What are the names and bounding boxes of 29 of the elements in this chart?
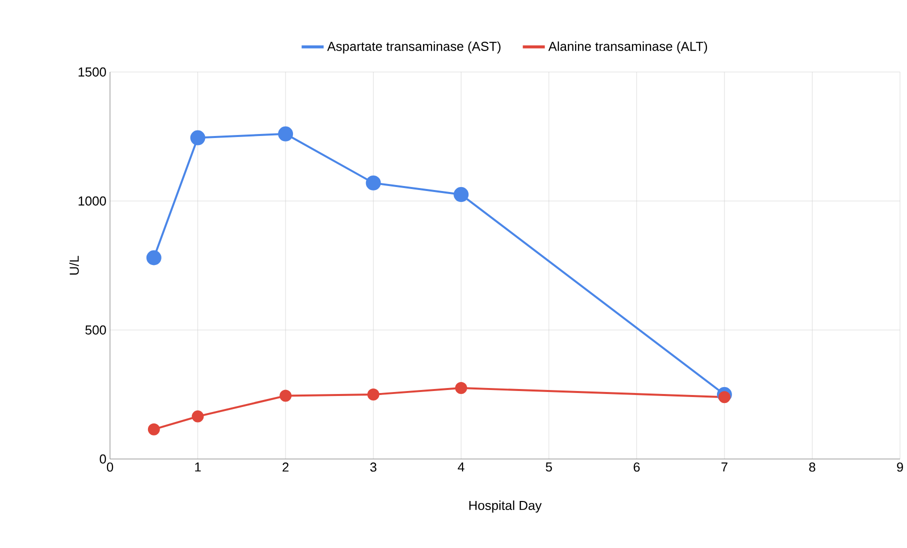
point [146, 250, 162, 266]
point [192, 410, 204, 422]
point [280, 390, 292, 402]
point [278, 126, 294, 142]
point [454, 187, 469, 202]
y-tick-label: 1500 [78, 67, 106, 77]
point [366, 175, 381, 190]
x-tick-label: 1 [195, 462, 201, 472]
y-tick-label: 0 [100, 454, 106, 464]
point [455, 382, 468, 394]
y-tick-label: 1000 [78, 196, 106, 206]
x-tick-label: 9 [897, 462, 903, 472]
y-tick-label: 500 [85, 325, 106, 335]
x-tick-label: 2 [282, 462, 288, 472]
y-axis-title: U/L [69, 256, 79, 275]
x-tick-label: 8 [809, 462, 816, 472]
x-tick-label: 0 [106, 462, 114, 472]
legend-label: Aspartate transaminase (AST) [327, 41, 500, 54]
x-tick-label: 3 [370, 462, 376, 472]
x-tick-label: 5 [546, 462, 552, 472]
point [190, 130, 206, 146]
x-tick-label: 4 [458, 462, 464, 472]
point [148, 423, 160, 436]
legend-label: Alanine transaminase (ALT) [548, 41, 708, 54]
x-axis-title: Hospital Day [469, 500, 542, 513]
x-tick-label: 6 [634, 462, 640, 472]
x-tick-label: 7 [722, 462, 728, 472]
point [367, 388, 380, 400]
point [718, 391, 730, 404]
